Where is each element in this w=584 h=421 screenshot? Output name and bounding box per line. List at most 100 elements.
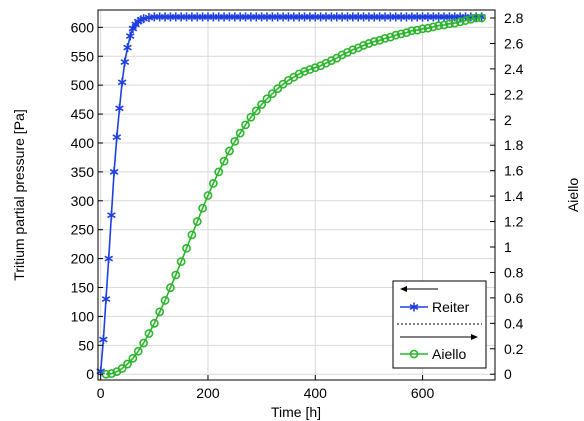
x-axis-title: Time [h]	[271, 404, 321, 420]
data-point-aiello	[455, 17, 465, 27]
asterisk-icon	[409, 302, 419, 312]
data-point-aiello	[166, 283, 175, 293]
data-point-reiter	[101, 294, 111, 304]
data-point-aiello	[267, 89, 277, 99]
y-tick-label-right: 1	[504, 239, 512, 255]
data-point-aiello	[128, 353, 138, 363]
data-point-aiello	[418, 24, 427, 34]
data-point-aiello	[412, 25, 422, 35]
y-tick-label-right: 0.8	[504, 264, 524, 280]
y-tick-label-right: 0.2	[504, 341, 524, 357]
data-point-aiello	[214, 167, 224, 177]
legend-label-aiello: Aiello	[432, 346, 466, 362]
legend-swatch-aiello	[400, 349, 428, 359]
x-tick-label: 0	[97, 385, 105, 401]
data-point-aiello	[171, 270, 181, 280]
data-point-reiter	[107, 210, 116, 220]
y-tick-label-left: 550	[71, 48, 95, 64]
y-tick-label-right: 1.2	[504, 214, 524, 230]
data-point-reiter	[99, 335, 108, 345]
y-tick-label-right: 2	[504, 112, 512, 128]
y-tick-label-left: 150	[71, 280, 95, 296]
data-point-aiello	[182, 243, 191, 253]
data-point-aiello	[251, 106, 261, 116]
legend-arrow-right-icon	[400, 334, 478, 340]
data-point-aiello	[246, 112, 256, 122]
data-point-aiello	[107, 369, 116, 378]
data-point-aiello	[385, 32, 395, 42]
y-axis-title-right: Aiello	[565, 178, 581, 212]
data-point-aiello	[139, 338, 149, 348]
circle-icon	[409, 349, 419, 359]
data-point-aiello	[230, 137, 240, 146]
data-point-aiello	[444, 19, 454, 29]
data-point-aiello	[262, 94, 272, 104]
data-point-aiello	[203, 191, 213, 200]
data-point-reiter	[117, 77, 127, 87]
data-point-aiello	[117, 364, 127, 373]
data-point-aiello	[219, 156, 229, 166]
y-tick-label-left: 300	[71, 193, 95, 209]
x-tick-label: 600	[411, 385, 435, 401]
legend-label-reiter: Reiter	[432, 299, 470, 315]
y-tick-label-right: 1.4	[504, 188, 524, 204]
y-tick-label-left: 200	[71, 251, 95, 267]
data-point-aiello	[208, 178, 218, 188]
y-tick-label-left: 450	[71, 106, 95, 122]
y-tick-label-right: 0.6	[504, 290, 524, 306]
data-point-aiello	[305, 65, 315, 74]
x-tick-label: 400	[304, 385, 328, 401]
data-point-aiello	[477, 13, 486, 23]
data-point-aiello	[396, 29, 406, 39]
y-tick-label-right: 1.6	[504, 163, 524, 179]
data-point-aiello	[310, 63, 320, 73]
data-point-reiter	[123, 43, 132, 53]
y-tick-label-left: 500	[71, 77, 95, 93]
data-point-aiello	[391, 30, 401, 40]
data-point-aiello	[198, 203, 208, 213]
y-tick-label-right: 2.8	[504, 10, 524, 26]
y-tick-label-left: 50	[78, 337, 94, 353]
y-tick-label-right: 1.8	[504, 137, 524, 153]
data-point-aiello	[461, 16, 470, 25]
data-point-aiello	[450, 18, 460, 28]
data-point-aiello	[369, 37, 379, 46]
data-point-aiello	[123, 359, 132, 369]
data-point-aiello	[241, 120, 250, 130]
y-tick-label-right: 2.4	[504, 61, 524, 77]
data-point-aiello	[359, 40, 368, 50]
data-point-reiter	[104, 254, 114, 264]
data-point-aiello	[407, 26, 417, 36]
data-point-aiello	[155, 307, 165, 317]
y-tick-label-left: 400	[71, 135, 95, 151]
data-point-aiello	[273, 84, 283, 94]
y-tick-label-left: 600	[71, 19, 95, 35]
data-point-aiello	[176, 257, 186, 267]
data-point-aiello	[225, 146, 234, 156]
data-point-aiello	[434, 21, 444, 31]
data-point-aiello	[439, 20, 449, 30]
y-tick-label-left: 350	[71, 164, 95, 180]
data-point-reiter	[125, 31, 135, 41]
data-point-aiello	[144, 329, 154, 338]
data-point-aiello	[375, 35, 385, 45]
y-tick-label-right: 0	[504, 366, 512, 382]
data-point-aiello	[235, 128, 245, 138]
data-point-aiello	[466, 14, 476, 24]
y-axis-title-left: Tritium partial pressure [Pa]	[11, 109, 27, 280]
data-point-reiter	[115, 103, 124, 113]
data-point-aiello	[471, 13, 481, 23]
data-point-aiello	[187, 230, 197, 240]
legend-arrow-left-icon	[400, 286, 438, 292]
data-point-aiello	[160, 296, 170, 305]
data-point-aiello	[133, 346, 143, 356]
plot-frame	[97, 9, 496, 381]
series-layer	[96, 12, 486, 379]
data-point-reiter	[120, 57, 130, 67]
legend: Reiter Aiello	[392, 280, 487, 369]
data-point-reiter	[112, 132, 122, 142]
data-point-aiello	[348, 45, 358, 55]
data-point-aiello	[402, 28, 411, 38]
data-point-aiello	[257, 100, 267, 109]
